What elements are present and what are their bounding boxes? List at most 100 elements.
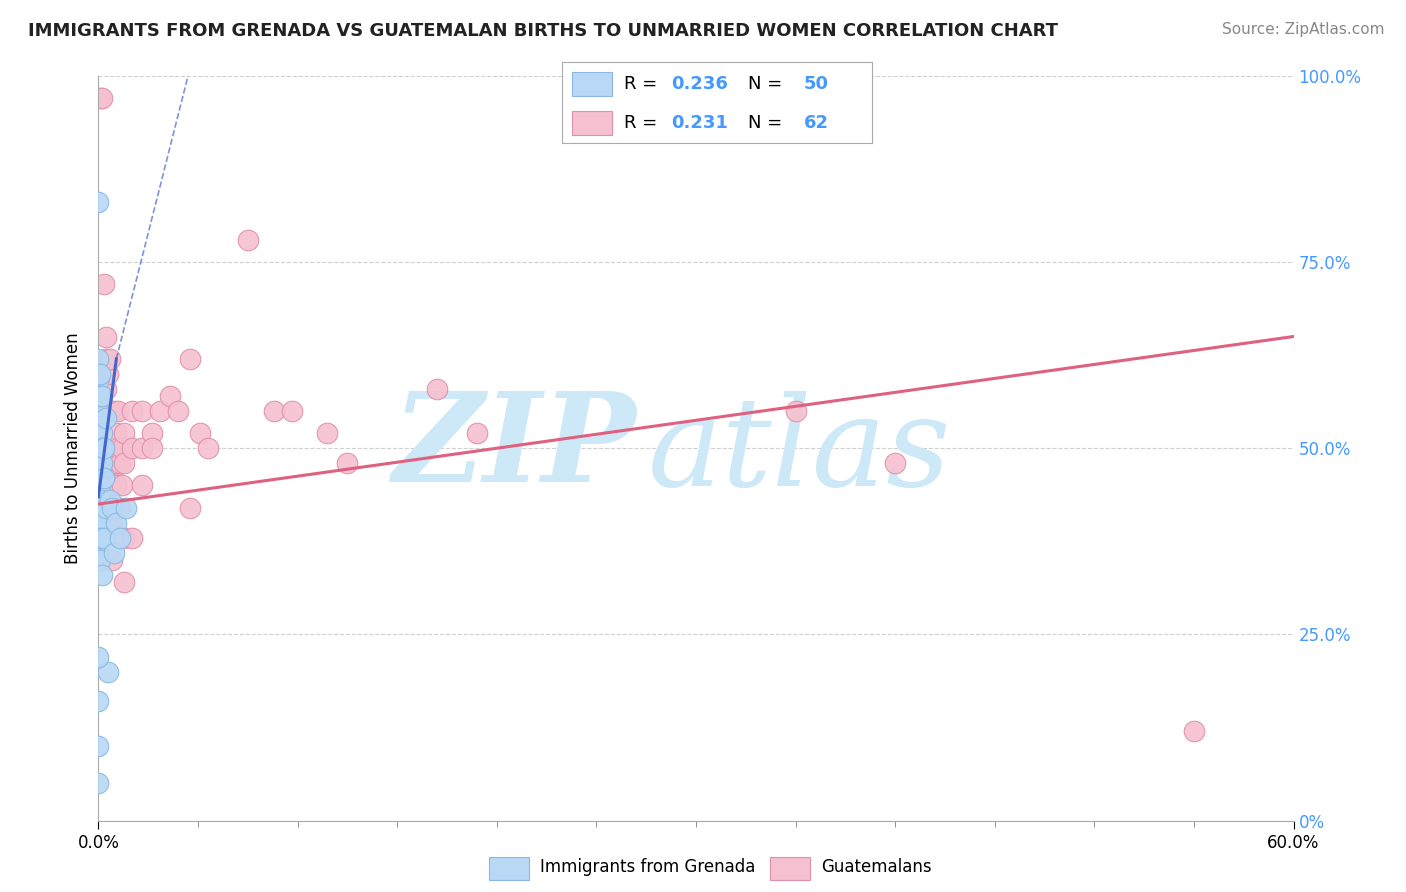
Point xyxy=(110,531,132,545)
Point xyxy=(89,553,111,567)
Point xyxy=(112,426,135,441)
Point xyxy=(111,442,134,455)
Point xyxy=(87,418,110,433)
Text: IMMIGRANTS FROM GRENADA VS GUATEMALAN BIRTHS TO UNMARRIED WOMEN CORRELATION CHAR: IMMIGRANTS FROM GRENADA VS GUATEMALAN BI… xyxy=(28,22,1059,40)
Point xyxy=(87,739,110,753)
Point xyxy=(96,382,118,396)
Point xyxy=(87,449,110,463)
Point xyxy=(336,456,359,470)
Point xyxy=(87,374,110,388)
Point xyxy=(91,91,114,105)
Point xyxy=(96,500,118,515)
Point xyxy=(101,464,124,478)
Point xyxy=(96,329,118,343)
Point xyxy=(110,500,132,515)
Point xyxy=(179,500,201,515)
Point xyxy=(98,351,122,366)
Point xyxy=(112,575,135,590)
Point xyxy=(103,442,125,455)
Point xyxy=(111,478,134,492)
Point xyxy=(89,456,111,470)
Point xyxy=(89,478,111,492)
Point xyxy=(98,404,122,418)
Point xyxy=(87,538,110,552)
Point xyxy=(96,351,118,366)
Point xyxy=(105,516,128,530)
Point xyxy=(87,508,110,523)
Point xyxy=(785,404,807,418)
Point xyxy=(98,442,122,455)
Point xyxy=(89,91,111,105)
Point xyxy=(121,404,143,418)
Point xyxy=(103,545,125,559)
Text: N =: N = xyxy=(748,113,787,132)
Point xyxy=(89,500,111,515)
Point xyxy=(91,426,114,441)
Point xyxy=(107,404,129,418)
Point xyxy=(89,493,111,508)
Point xyxy=(131,404,153,418)
Point xyxy=(87,478,110,492)
Point xyxy=(105,478,128,492)
Point xyxy=(89,516,111,530)
Bar xyxy=(489,857,529,880)
Point xyxy=(179,351,201,366)
Point xyxy=(141,442,163,455)
Point xyxy=(87,404,110,418)
Point xyxy=(197,442,219,455)
Point xyxy=(89,531,111,545)
Point xyxy=(96,411,118,425)
Point xyxy=(97,367,120,381)
Point xyxy=(89,367,111,381)
Point xyxy=(101,553,124,567)
Point xyxy=(188,426,211,441)
Point xyxy=(91,442,114,455)
Point xyxy=(97,404,120,418)
Point xyxy=(112,456,135,470)
Point xyxy=(93,277,115,292)
Point xyxy=(103,404,125,418)
Text: atlas: atlas xyxy=(648,392,952,513)
Point xyxy=(149,404,172,418)
Point xyxy=(105,456,128,470)
Point xyxy=(98,493,122,508)
Text: 0.231: 0.231 xyxy=(671,113,727,132)
Point xyxy=(87,471,110,485)
Point xyxy=(89,464,111,478)
Point xyxy=(89,418,111,433)
Point xyxy=(131,478,153,492)
Point xyxy=(101,500,124,515)
Text: R =: R = xyxy=(624,75,664,93)
Point xyxy=(93,531,115,545)
Point xyxy=(131,442,153,455)
Point xyxy=(426,382,449,396)
Point xyxy=(884,456,907,470)
Point xyxy=(167,404,190,418)
Y-axis label: Births to Unmarried Women: Births to Unmarried Women xyxy=(65,333,83,564)
Point xyxy=(101,516,124,530)
Point xyxy=(465,426,488,441)
Text: Guatemalans: Guatemalans xyxy=(821,858,932,877)
Text: 50: 50 xyxy=(804,75,828,93)
Point xyxy=(87,523,110,537)
Point xyxy=(87,694,110,708)
Point xyxy=(91,567,114,582)
Text: R =: R = xyxy=(624,113,664,132)
Point xyxy=(87,464,110,478)
Point xyxy=(121,442,143,455)
Bar xyxy=(572,111,612,135)
Point xyxy=(263,404,285,418)
Point xyxy=(103,478,125,492)
Point xyxy=(87,434,110,448)
Point xyxy=(98,464,122,478)
Point xyxy=(87,545,110,559)
Text: 0.236: 0.236 xyxy=(671,75,727,93)
Point xyxy=(115,500,138,515)
Point xyxy=(91,389,114,403)
Point xyxy=(105,426,128,441)
Point xyxy=(98,478,122,492)
Point xyxy=(101,442,124,455)
Point xyxy=(87,500,110,515)
Point xyxy=(97,665,120,679)
Point xyxy=(110,456,132,470)
